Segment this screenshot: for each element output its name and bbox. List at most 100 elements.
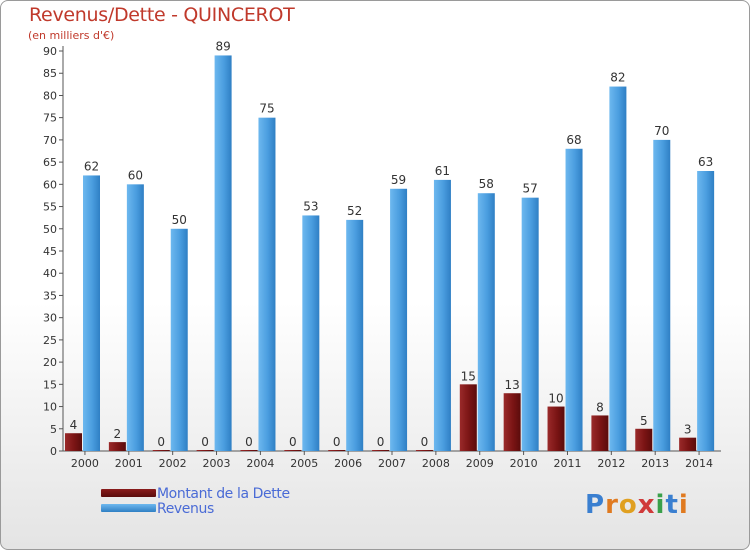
logo-letter: P xyxy=(585,490,606,520)
revenue-data-label: 63 xyxy=(698,155,713,169)
revenue-bar xyxy=(258,117,276,452)
revenue-data-label: 82 xyxy=(610,71,625,85)
debt-data-label: 0 xyxy=(377,435,385,449)
debt-bar xyxy=(196,450,214,451)
revenue-data-label: 68 xyxy=(566,133,581,147)
axes: 0510152025303540455055606570758085902000… xyxy=(43,45,721,470)
debt-bar xyxy=(108,442,126,451)
x-tick-label: 2012 xyxy=(597,457,625,470)
y-tick-label: 60 xyxy=(43,178,57,191)
revenue-data-label: 59 xyxy=(391,173,406,187)
proxiti-logo: Proxiti xyxy=(585,490,689,520)
x-tick-label: 2005 xyxy=(290,457,318,470)
revenue-data-label: 89 xyxy=(215,39,230,53)
revenue-bar xyxy=(477,193,495,451)
revenue-data-label: 75 xyxy=(259,102,274,116)
revenue-data-label: 62 xyxy=(84,159,99,173)
debt-data-label: 0 xyxy=(421,435,429,449)
revenue-data-label: 57 xyxy=(523,182,538,196)
revenue-data-label: 70 xyxy=(654,124,669,138)
x-tick-label: 2004 xyxy=(246,457,274,470)
x-tick-label: 2009 xyxy=(466,457,494,470)
y-tick-label: 35 xyxy=(43,289,57,302)
y-tick-label: 25 xyxy=(43,334,57,347)
debt-bar xyxy=(679,437,697,451)
debt-data-label: 5 xyxy=(640,414,648,428)
revenue-bar xyxy=(521,197,539,451)
debt-bar xyxy=(591,415,609,451)
x-tick-label: 2000 xyxy=(71,457,99,470)
debt-swatch xyxy=(101,489,156,497)
revenue-bar xyxy=(170,228,188,451)
chart-title: Revenus/Dette - QUINCEROT xyxy=(29,4,295,26)
debt-data-label: 15 xyxy=(461,369,476,383)
debt-bar xyxy=(372,450,390,451)
revenue-bar xyxy=(653,139,671,451)
x-tick-label: 2011 xyxy=(553,457,581,470)
y-tick-label: 45 xyxy=(43,245,57,258)
y-tick-label: 55 xyxy=(43,201,57,214)
y-tick-label: 40 xyxy=(43,267,57,280)
revenue-bar xyxy=(83,175,100,451)
y-tick-label: 50 xyxy=(43,223,57,236)
debt-data-label: 10 xyxy=(548,392,563,406)
logo-letter: o xyxy=(618,490,638,520)
debt-data-label: 0 xyxy=(333,435,341,449)
logo-letter: i xyxy=(678,490,689,520)
chart-subtitle: (en milliers d'€) xyxy=(28,29,115,42)
revenue-data-label: 60 xyxy=(128,168,143,182)
debt-bar xyxy=(415,450,433,451)
y-tick-label: 5 xyxy=(50,423,57,436)
x-tick-label: 2006 xyxy=(334,457,362,470)
revenue-bar xyxy=(302,215,320,451)
logo-letter: r xyxy=(605,490,619,520)
debt-data-label: 2 xyxy=(114,427,122,441)
revenue-bar xyxy=(565,148,583,451)
y-tick-label: 75 xyxy=(43,112,57,125)
revenue-bar xyxy=(214,55,232,451)
debt-bar xyxy=(152,450,170,451)
logo-letter: x xyxy=(637,490,656,520)
revenue-data-label: 61 xyxy=(435,164,450,178)
y-tick-label: 20 xyxy=(43,356,57,369)
debt-data-label: 13 xyxy=(505,378,520,392)
x-tick-label: 2013 xyxy=(641,457,669,470)
revenue-bar xyxy=(697,171,715,451)
y-tick-label: 15 xyxy=(43,378,57,391)
debt-data-label: 8 xyxy=(596,400,604,414)
debt-data-label: 4 xyxy=(70,418,78,432)
y-tick-label: 30 xyxy=(43,312,57,325)
revenue-bar xyxy=(346,219,364,451)
logo-letter: t xyxy=(665,490,679,520)
legend-label-revenue: Revenus xyxy=(157,501,214,517)
debt-data-label: 0 xyxy=(157,435,165,449)
debt-bar xyxy=(240,450,258,451)
revenue-bar xyxy=(609,86,627,452)
y-tick-label: 0 xyxy=(50,445,57,458)
x-tick-label: 2010 xyxy=(510,457,538,470)
revenue-data-label: 52 xyxy=(347,204,362,218)
bars xyxy=(65,55,715,452)
debt-data-label: 0 xyxy=(245,435,253,449)
y-tick-label: 80 xyxy=(43,89,57,102)
y-tick-label: 65 xyxy=(43,156,57,169)
debt-data-label: 0 xyxy=(201,435,209,449)
y-tick-label: 10 xyxy=(43,401,57,414)
debt-bar xyxy=(635,428,653,451)
revenue-data-label: 50 xyxy=(172,213,187,227)
y-tick-label: 85 xyxy=(43,67,57,80)
x-tick-label: 2014 xyxy=(685,457,713,470)
revenue-data-label: 53 xyxy=(303,199,318,213)
revenue-swatch xyxy=(101,504,156,512)
y-tick-label: 90 xyxy=(43,45,57,58)
x-tick-label: 2008 xyxy=(422,457,450,470)
y-tick-label: 70 xyxy=(43,134,57,147)
revenue-bar xyxy=(126,184,144,452)
x-tick-label: 2002 xyxy=(159,457,187,470)
labels: 4622600500890750530520590611558135710688… xyxy=(70,39,714,449)
debt-data-label: 3 xyxy=(684,423,692,437)
legend-label-debt: Montant de la Dette xyxy=(157,486,290,502)
logo-letter: i xyxy=(655,490,666,520)
